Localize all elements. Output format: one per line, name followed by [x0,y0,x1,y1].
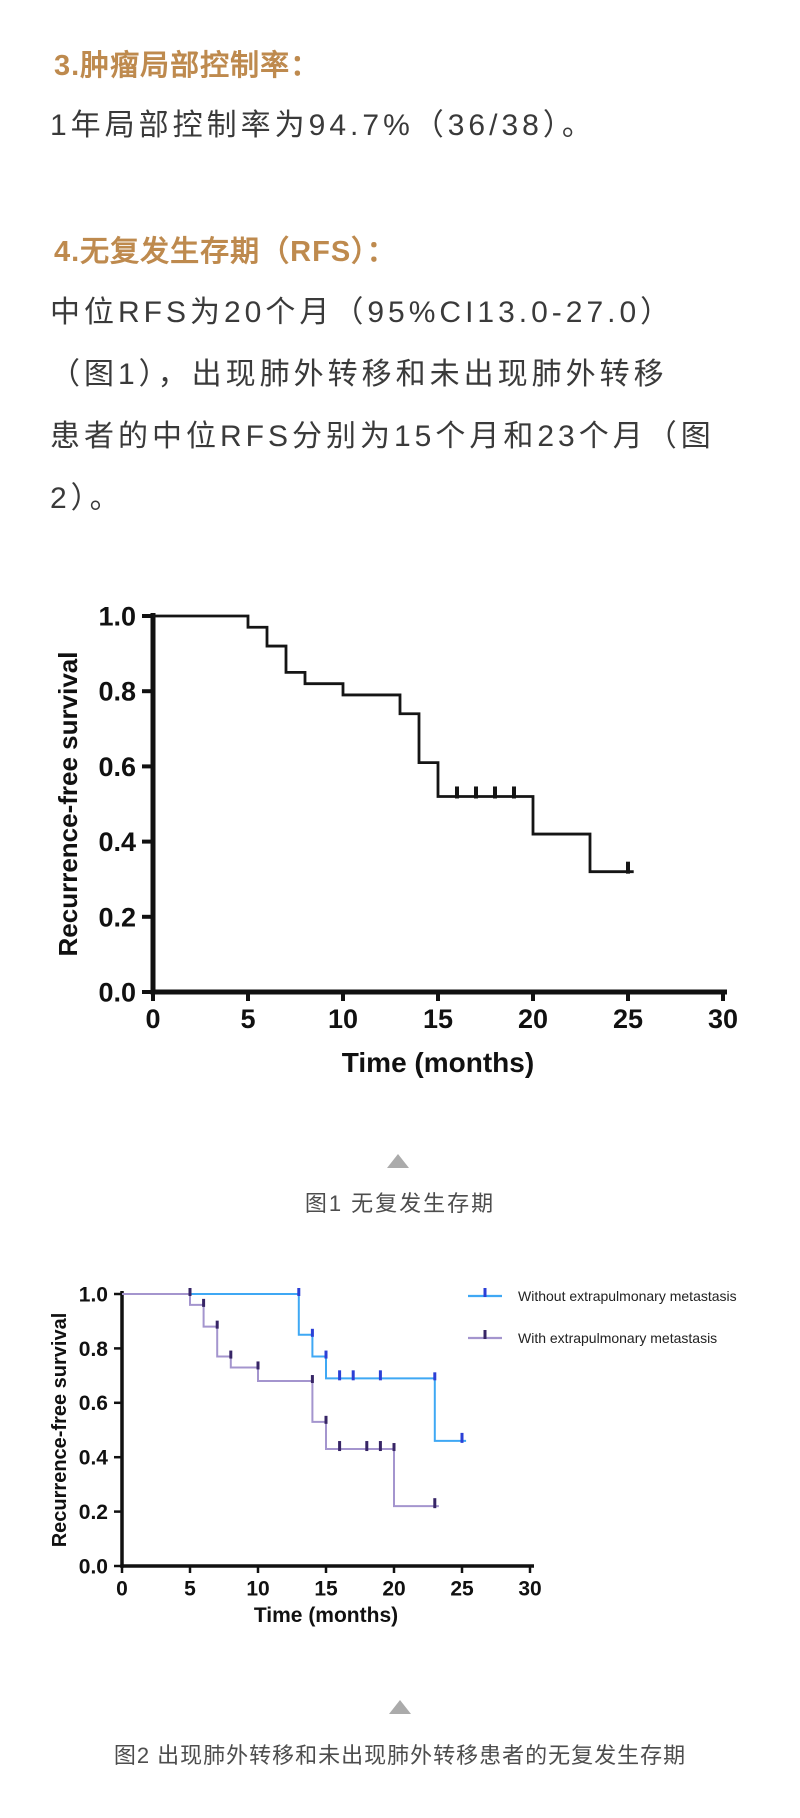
legend-label: With extrapulmonary metastasis [518,1330,717,1346]
paragraph-rfs-line3: 患者的中位RFS分别为15个月和23个月（图 [50,420,715,453]
x-tick-label: 5 [240,1004,255,1034]
x-tick-label: 10 [246,1577,269,1600]
legend-label: Without extrapulmonary metastasis [518,1288,737,1304]
y-tick-label: 1.0 [79,1283,108,1306]
y-tick-label: 1.0 [98,601,136,631]
x-tick-label: 25 [450,1577,474,1600]
x-tick-label: 30 [708,1004,738,1034]
x-tick-label: 30 [518,1577,541,1600]
km-curve [153,614,634,874]
y-axis-title: Recurrence-free survival [53,652,83,957]
paragraph-rfs-line2: （图1），出现肺外转移和未出现肺外转移 [50,358,668,391]
paragraph-local-control: 1年局部控制率为94.7%（36/38）。 [50,109,596,142]
gray-triangle-icon [387,1154,409,1168]
y-tick-label: 0.4 [98,827,136,857]
y-tick-label: 0.0 [98,977,136,1007]
x-tick-label: 20 [518,1004,548,1034]
gray-triangle-icon [389,1700,411,1714]
x-axis-title: Time (months) [254,1604,398,1627]
x-tick-label: 0 [145,1004,160,1034]
y-tick-label: 0.2 [79,1501,108,1524]
section-heading-local-control: 3.肿瘤局部控制率： [54,50,321,82]
km-curve [122,1293,467,1442]
y-tick-label: 0.2 [98,902,136,932]
y-tick-label: 0.0 [79,1555,108,1578]
x-tick-label: 25 [613,1004,643,1034]
paragraph-rfs-line4: 2）。 [50,482,124,515]
y-tick-label: 0.6 [79,1392,108,1415]
rfs-km-chart-figure1: 0.0 0.2 0.4 0.6 0.8 1.0 0 5 10 15 20 25 30 Time (mont… [53,601,738,1078]
km-curve [122,1293,439,1508]
x-axis-title: Time (months) [342,1047,534,1078]
rfs-km-chart-figure2: 0.0 0.2 0.4 0.6 0.8 1.0 0 5 10 15 20 25 30 Time (mont… [49,1283,737,1627]
paragraph-rfs: 中位RFS为20个月（95%CI13.0-27.0） （图1），出现肺外转移和未… [50,282,715,530]
section-heading-rfs: 4.无复发生存期（RFS）： [54,236,397,268]
x-tick-label: 0 [116,1577,128,1600]
y-tick-label: 0.8 [79,1338,109,1361]
y-tick-label: 0.4 [79,1447,109,1470]
x-tick-label: 20 [382,1577,405,1600]
figure1-caption: 图1 无复发生存期 [304,1191,496,1216]
x-tick-label: 5 [184,1577,196,1600]
paragraph-rfs-line1: 中位RFS为20个月（95%CI13.0-27.0） [50,296,675,329]
y-axis-title: Recurrence-free survival [49,1313,71,1548]
x-tick-label: 10 [328,1004,358,1034]
x-tick-label: 15 [314,1577,338,1600]
y-tick-label: 0.6 [98,752,136,782]
figure2-caption: 图2 出现肺外转移和未出现肺外转移患者的无复发生存期 [113,1743,687,1768]
x-tick-label: 15 [423,1004,453,1034]
y-tick-label: 0.8 [98,677,136,707]
